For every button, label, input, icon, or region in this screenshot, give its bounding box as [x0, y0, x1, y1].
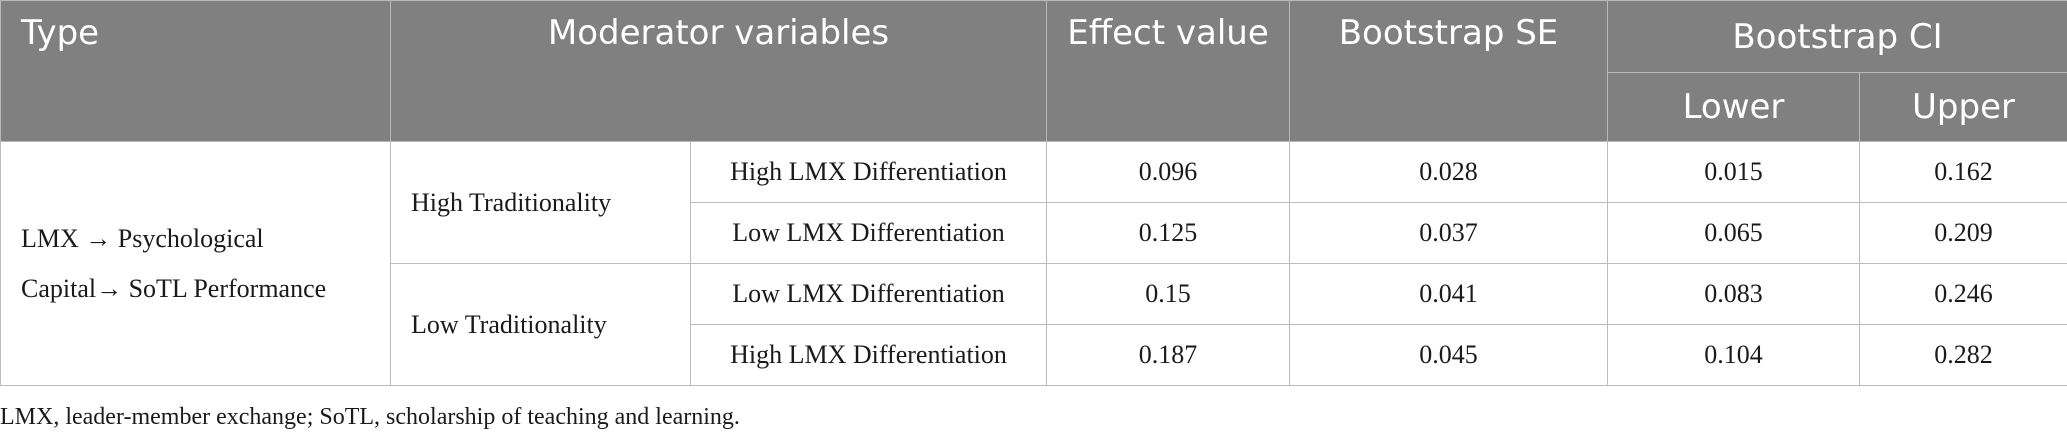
table-row: LMX → Psychological Capital→ SoTL Perfor… — [0, 141, 2067, 386]
header-type: Type — [0, 0, 391, 142]
table-footnote: LMX, leader-member exchange; SoTL, schol… — [0, 404, 740, 430]
lower-cell: 0.083 — [1607, 263, 1860, 325]
differentiation-cell: High LMX Differentiation — [690, 141, 1047, 203]
path-type-cell: LMX → Psychological Capital→ SoTL Perfor… — [0, 141, 391, 386]
effect-cell: 0.096 — [1046, 141, 1290, 203]
se-cell: 0.037 — [1289, 202, 1608, 264]
path-type-line1: LMX → Psychological — [21, 223, 264, 253]
lower-cell: 0.015 — [1607, 141, 1860, 203]
differentiation-cell: Low LMX Differentiation — [690, 202, 1047, 264]
lower-cell: 0.065 — [1607, 202, 1860, 264]
differentiation-cell: High LMX Differentiation — [690, 324, 1047, 386]
table-row: High LMX Differentiation 0.187 0.045 0.1… — [1, 324, 2067, 386]
se-cell: 0.028 — [1289, 141, 1608, 203]
upper-cell: 0.282 — [1859, 324, 2067, 386]
se-cell: 0.041 — [1289, 263, 1608, 325]
traditionality-high: High Traditionality — [390, 141, 691, 264]
se-cell: 0.045 — [1289, 324, 1608, 386]
table-row: Low Traditionality Low LMX Differentiati… — [1, 263, 2067, 386]
header-moderator-variables: Moderator variables — [390, 0, 1047, 142]
header-ci-upper: Upper — [1859, 72, 2067, 142]
header-effect-value: Effect value — [1046, 0, 1290, 142]
moderated-mediation-table: Type Moderator variables Effect value Bo… — [0, 0, 2067, 386]
differentiation-cell: Low LMX Differentiation — [690, 263, 1047, 325]
header-bootstrap-se: Bootstrap SE — [1289, 0, 1608, 142]
header-ci-lower: Lower — [1607, 72, 1860, 142]
lower-cell: 0.104 — [1607, 324, 1860, 386]
effect-cell: 0.125 — [1046, 202, 1290, 264]
upper-cell: 0.209 — [1859, 202, 2067, 264]
effect-cell: 0.15 — [1046, 263, 1290, 325]
upper-cell: 0.246 — [1859, 263, 2067, 325]
table-row: Low LMX Differentiation 0.125 0.037 0.06… — [1, 202, 2067, 264]
path-type-line2: Capital→ SoTL Performance — [21, 273, 327, 303]
traditionality-low: Low Traditionality — [390, 263, 691, 386]
effect-cell: 0.187 — [1046, 324, 1290, 386]
upper-cell: 0.162 — [1859, 141, 2067, 203]
header-bootstrap-ci: Bootstrap CI — [1607, 0, 2067, 73]
